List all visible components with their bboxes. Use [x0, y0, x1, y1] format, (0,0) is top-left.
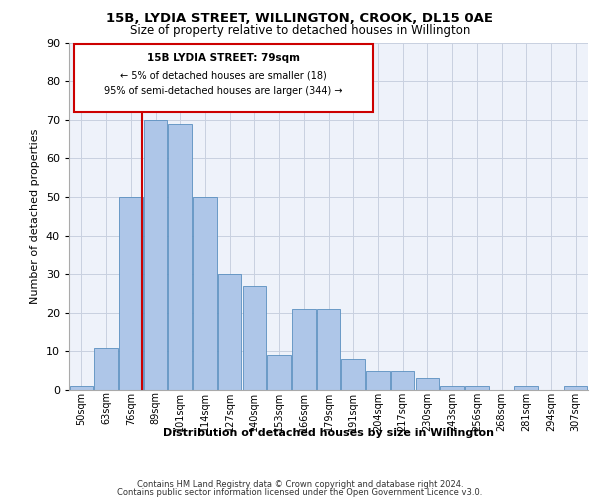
Bar: [292, 309, 316, 390]
Bar: [465, 386, 488, 390]
Bar: [317, 309, 340, 390]
Text: 15B, LYDIA STREET, WILLINGTON, CROOK, DL15 0AE: 15B, LYDIA STREET, WILLINGTON, CROOK, DL…: [107, 12, 493, 26]
Bar: [242, 286, 266, 390]
Text: ← 5% of detached houses are smaller (18): ← 5% of detached houses are smaller (18): [120, 70, 327, 81]
Text: Distribution of detached houses by size in Willington: Distribution of detached houses by size …: [163, 428, 494, 438]
Bar: [416, 378, 439, 390]
Bar: [169, 124, 192, 390]
Bar: [70, 386, 93, 390]
Bar: [144, 120, 167, 390]
Text: 15B LYDIA STREET: 79sqm: 15B LYDIA STREET: 79sqm: [147, 53, 300, 63]
Y-axis label: Number of detached properties: Number of detached properties: [30, 128, 40, 304]
Bar: [119, 197, 143, 390]
Bar: [440, 386, 464, 390]
Text: 95% of semi-detached houses are larger (344) →: 95% of semi-detached houses are larger (…: [104, 86, 343, 96]
Bar: [366, 370, 389, 390]
Bar: [564, 386, 587, 390]
Bar: [391, 370, 415, 390]
Bar: [94, 348, 118, 390]
Bar: [514, 386, 538, 390]
Text: Size of property relative to detached houses in Willington: Size of property relative to detached ho…: [130, 24, 470, 37]
Text: Contains public sector information licensed under the Open Government Licence v3: Contains public sector information licen…: [118, 488, 482, 497]
Bar: [193, 197, 217, 390]
FancyBboxPatch shape: [74, 44, 373, 112]
Bar: [341, 359, 365, 390]
Bar: [268, 355, 291, 390]
Bar: [218, 274, 241, 390]
Text: Contains HM Land Registry data © Crown copyright and database right 2024.: Contains HM Land Registry data © Crown c…: [137, 480, 463, 489]
